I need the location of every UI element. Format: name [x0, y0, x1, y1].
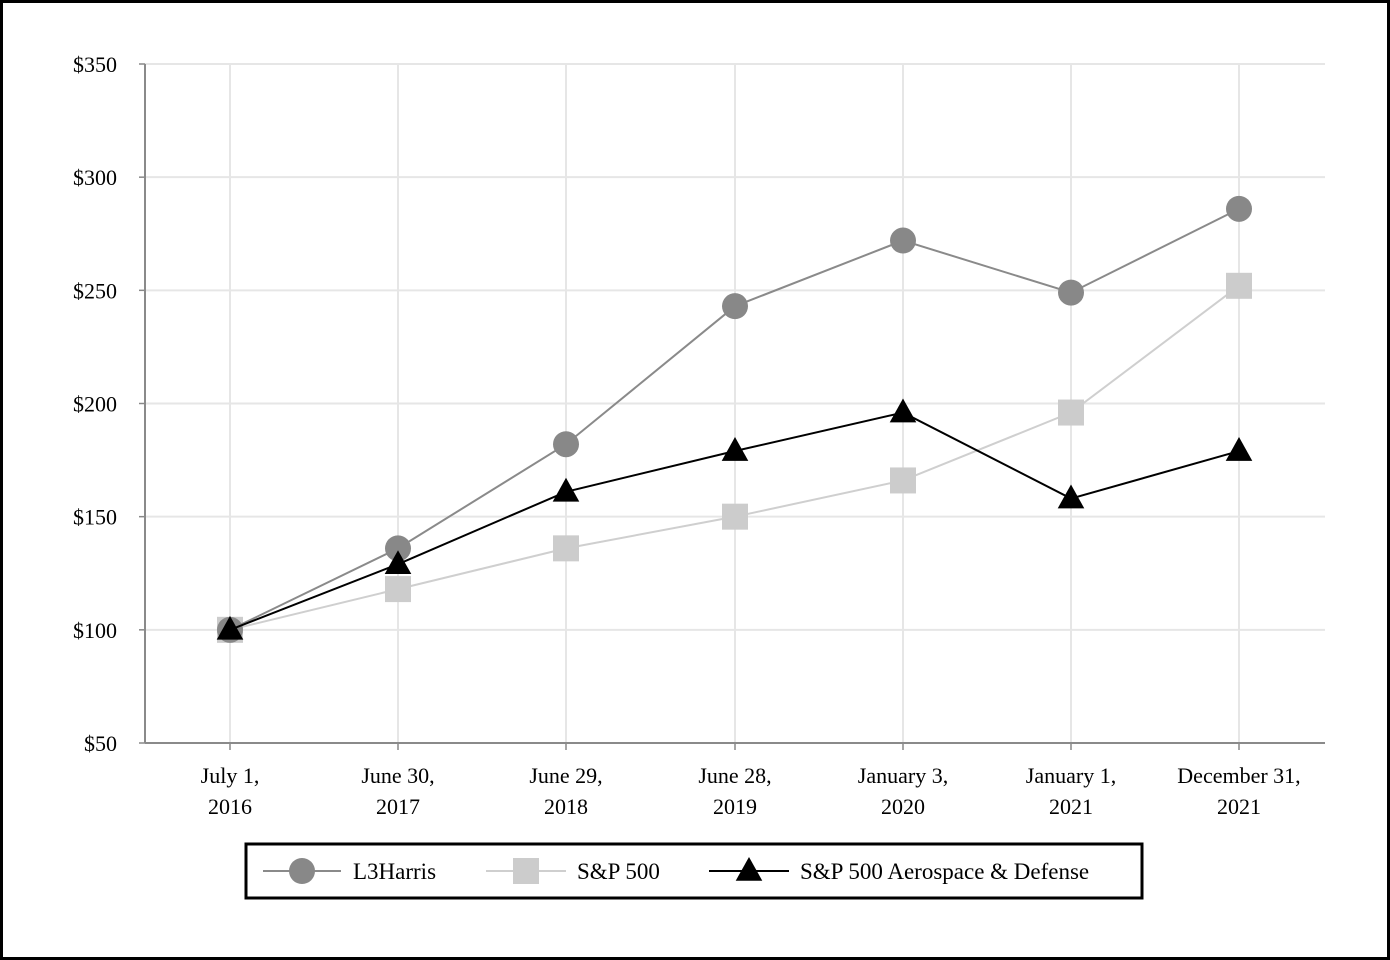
- x-tick-label: January 3, 2020: [858, 763, 948, 819]
- data-point: [1057, 484, 1085, 509]
- legend-label: L3Harris: [353, 859, 436, 884]
- data-point: [722, 293, 748, 320]
- data-point: [721, 437, 749, 461]
- x-tick-label-line: 2021: [1049, 794, 1093, 819]
- x-tick-label-line: 2020: [881, 794, 925, 819]
- legend: L3Harris S&P 500 S&P 500 Aerospace & Defen…: [244, 842, 1144, 900]
- series: [216, 195, 1253, 643]
- legend-marker: [735, 857, 763, 881]
- x-tick-label: June 30, 2017: [361, 763, 434, 819]
- y-tick-label: $50: [84, 731, 117, 756]
- x-tick-label: December 31, 2021: [1177, 763, 1300, 819]
- y-tick-label: $100: [73, 618, 117, 643]
- data-point: [1058, 279, 1084, 306]
- data-point: [384, 550, 412, 574]
- data-point: [1225, 437, 1253, 461]
- data-point: [890, 227, 916, 254]
- x-tick-label-line: December 31,: [1177, 763, 1300, 788]
- data-point: [553, 431, 579, 458]
- x-tick-label-line: 2016: [208, 794, 252, 819]
- gridlines: [145, 63, 1325, 743]
- data-point: [552, 477, 580, 502]
- x-tick-label-line: June 28,: [698, 763, 771, 788]
- data-point: [216, 615, 244, 640]
- data-point: [1058, 399, 1084, 426]
- x-tick-label-line: July 1,: [201, 763, 260, 788]
- x-tick-label-line: 2017: [376, 794, 420, 819]
- axes: [139, 63, 1325, 750]
- data-point: [722, 503, 748, 530]
- data-point: [553, 535, 579, 562]
- legend-box: [244, 842, 1144, 900]
- y-tick-label: $250: [73, 278, 117, 303]
- x-tick-label: June 28, 2019: [698, 763, 771, 819]
- series-s-p-500-aerospace-defense: [216, 398, 1253, 640]
- x-tick-label-line: June 29,: [529, 763, 602, 788]
- x-tick-label-line: 2019: [713, 794, 757, 819]
- y-tick-label: $350: [73, 52, 117, 77]
- x-tick-label: June 29, 2018: [529, 763, 602, 819]
- x-tick-label-line: January 1,: [1026, 763, 1116, 788]
- x-tick-label-line: 2018: [544, 794, 588, 819]
- y-tick-label: $150: [73, 505, 117, 530]
- data-point: [385, 535, 411, 562]
- legend-marker: [289, 858, 315, 884]
- legend-label: S&P 500: [577, 859, 660, 884]
- x-tick-label-line: June 30,: [361, 763, 434, 788]
- legend-marker: [513, 858, 539, 884]
- x-tick-label: July 1, 2016: [201, 763, 260, 819]
- legend-label: S&P 500 Aerospace & Defense: [800, 859, 1089, 884]
- data-point: [1226, 272, 1252, 299]
- x-tick-label: January 1, 2021: [1026, 763, 1116, 819]
- data-point: [890, 467, 916, 494]
- data-point: [889, 398, 917, 423]
- y-tick-label: $300: [73, 165, 117, 190]
- legend-item: S&P 500 Aerospace & Defense: [709, 857, 1089, 884]
- x-tick-label-line: 2021: [1217, 794, 1261, 819]
- data-point: [1226, 195, 1252, 222]
- series-l3harris: [217, 195, 1252, 643]
- line-chart: $50$100$150$200$250$300$350 July 1, 2016J…: [73, 52, 1325, 900]
- legend-item: L3Harris: [263, 858, 436, 884]
- data-point: [385, 576, 411, 603]
- x-tick-label-line: January 3,: [858, 763, 948, 788]
- legend-item: S&P 500: [486, 858, 660, 884]
- y-axis-tick-labels: $50 $100 $150 $200 $250 $300 $350: [73, 52, 117, 756]
- y-tick-label: $200: [73, 392, 117, 417]
